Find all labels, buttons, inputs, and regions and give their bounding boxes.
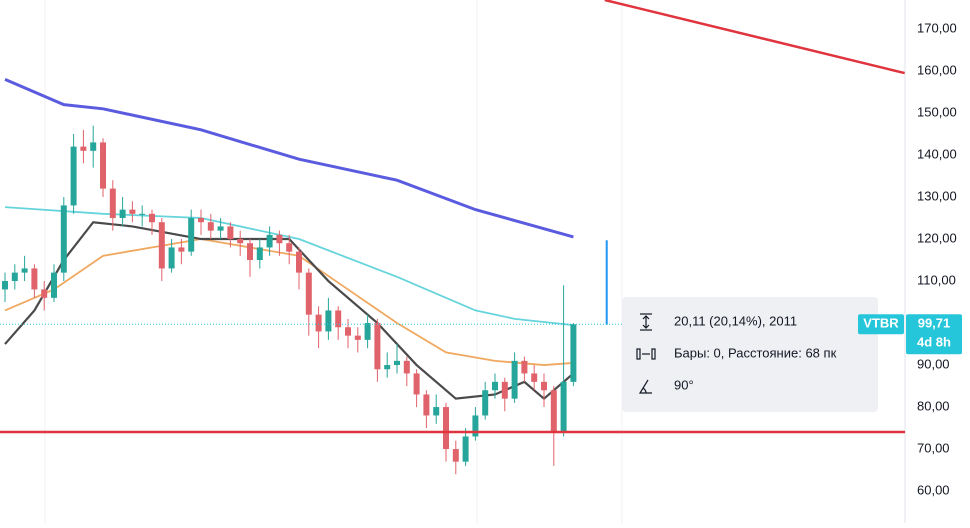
candle-body <box>139 213 146 215</box>
candle-body <box>325 310 332 332</box>
candle-body <box>462 436 469 462</box>
moving-average <box>4 206 574 327</box>
y-tick-label: 120,00 <box>917 230 957 245</box>
candle-body <box>286 243 293 252</box>
candle-body <box>60 205 67 273</box>
candle-body <box>374 323 381 370</box>
tooltip-angle: 90° <box>674 377 694 392</box>
tooltip-bars: Бары: 0, Расстояние: 68 пк <box>674 345 837 360</box>
candle-body <box>80 146 87 151</box>
candle-body <box>433 407 440 416</box>
candle-body <box>570 324 577 382</box>
candle-body <box>384 365 391 370</box>
candle-body <box>188 218 195 252</box>
y-tick-label: 70,00 <box>917 441 950 456</box>
candle-body <box>11 272 18 282</box>
candle-body <box>394 360 400 366</box>
candle-body <box>560 381 567 433</box>
y-tick-label: 130,00 <box>917 188 957 203</box>
countdown-label: 4d 8h <box>917 335 951 350</box>
candle-body <box>413 373 420 395</box>
candle-body <box>168 247 175 269</box>
y-tick-label: 90,00 <box>917 356 950 371</box>
candle-body <box>237 239 244 244</box>
moving-average <box>4 78 574 239</box>
candle-body <box>90 142 97 151</box>
candle-body <box>511 360 518 399</box>
candle-body <box>21 268 28 273</box>
candle-body <box>31 268 38 290</box>
candle-body <box>335 310 342 328</box>
candle-body <box>345 327 351 336</box>
candle-body <box>41 289 48 298</box>
candle-body <box>354 335 361 340</box>
candle-body <box>531 373 538 382</box>
trendline <box>604 0 905 75</box>
candle-body <box>452 449 459 462</box>
moving-average <box>4 238 574 366</box>
candle-body <box>423 394 430 416</box>
icon-bars <box>636 348 656 360</box>
candle-body <box>129 209 136 214</box>
candle-body <box>403 360 410 374</box>
candle-body <box>227 226 234 240</box>
symbol-label: VTBR <box>863 316 899 331</box>
candle-body <box>521 360 528 374</box>
y-tick-label: 140,00 <box>917 146 957 161</box>
candle-body <box>550 390 557 433</box>
y-tick-label: 110,00 <box>917 272 956 287</box>
price-labels: 60,0070,0080,0090,00100,00110,00120,0013… <box>858 20 962 498</box>
candle-body <box>315 314 322 332</box>
candle-body <box>501 381 508 399</box>
candle-body <box>296 251 302 273</box>
tooltip: 20,11 (20,14%), 2011 Бары: 0, Расстояние… <box>622 297 878 412</box>
candle-body <box>109 188 116 219</box>
candle-body <box>247 243 253 261</box>
candle-body <box>207 222 214 231</box>
plot <box>0 0 905 475</box>
y-tick-label: 170,00 <box>917 20 957 35</box>
candle-body <box>178 247 185 252</box>
candle-body <box>149 213 155 223</box>
candle-body <box>119 209 126 219</box>
last-price-label: 99,71 <box>918 316 951 331</box>
y-tick-label: 160,00 <box>917 62 957 77</box>
tooltip-box <box>622 297 878 412</box>
candle-body <box>266 234 273 248</box>
tooltip-range: 20,11 (20,14%), 2011 <box>674 313 797 328</box>
candle-body <box>276 234 283 244</box>
y-tick-label: 80,00 <box>917 398 950 413</box>
icon-angle <box>638 379 652 394</box>
candle-body <box>100 142 106 189</box>
candle-body <box>482 390 489 416</box>
candle-body <box>443 407 449 450</box>
candle-body <box>256 247 263 261</box>
candle-body <box>2 281 8 290</box>
candle-body <box>492 381 498 391</box>
candle-body <box>305 272 312 315</box>
y-tick-label: 60,00 <box>917 483 950 498</box>
candle-body <box>541 381 547 391</box>
candle-body <box>217 226 224 231</box>
symbol-badge <box>858 314 904 335</box>
candle-body <box>51 272 57 298</box>
candle-body <box>158 222 165 269</box>
candle-body <box>70 146 77 206</box>
candle-body <box>472 415 479 437</box>
icon-range <box>640 313 652 331</box>
candle-body <box>364 323 371 340</box>
price-badge <box>906 314 962 355</box>
y-tick-label: 150,00 <box>917 104 957 119</box>
candle-body <box>198 218 204 223</box>
